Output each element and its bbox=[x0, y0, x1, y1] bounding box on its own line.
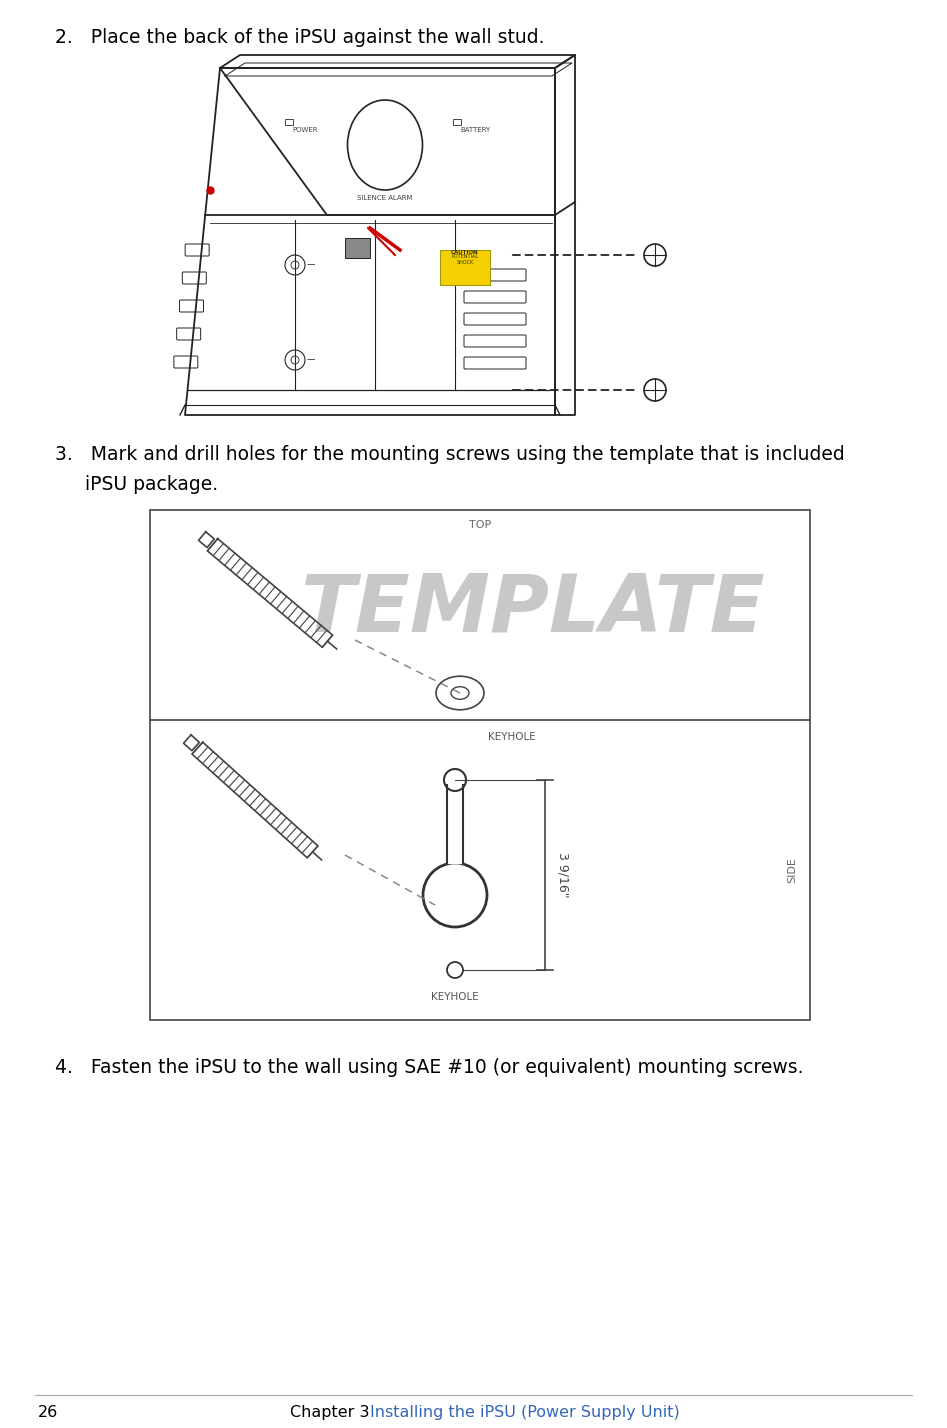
Text: 3 9/16": 3 9/16" bbox=[557, 853, 570, 898]
Text: TOP: TOP bbox=[469, 520, 491, 530]
Bar bbox=[440, 250, 490, 286]
Text: BATTERY: BATTERY bbox=[460, 127, 491, 133]
Text: 4.   Fasten the iPSU to the wall using SAE #10 (or equivalent) mounting screws.: 4. Fasten the iPSU to the wall using SAE… bbox=[55, 1058, 803, 1077]
Bar bbox=[285, 119, 293, 126]
Text: Installing the iPSU (Power Supply Unit): Installing the iPSU (Power Supply Unit) bbox=[370, 1405, 680, 1419]
Text: iPSU package.: iPSU package. bbox=[55, 476, 218, 494]
Text: SIDE: SIDE bbox=[787, 857, 797, 883]
Text: 3.   Mark and drill holes for the mounting screws using the template that is inc: 3. Mark and drill holes for the mounting… bbox=[55, 446, 845, 464]
Text: POWER: POWER bbox=[292, 127, 317, 133]
Bar bbox=[448, 785, 462, 863]
Text: CAUTION: CAUTION bbox=[451, 250, 479, 256]
Text: 2.   Place the back of the iPSU against the wall stud.: 2. Place the back of the iPSU against th… bbox=[55, 29, 545, 47]
Text: —: — bbox=[307, 260, 315, 270]
Text: 26: 26 bbox=[38, 1405, 59, 1419]
Text: SILENCE ALARM: SILENCE ALARM bbox=[357, 196, 413, 201]
Text: POTENTIAL
SHOCK: POTENTIAL SHOCK bbox=[452, 254, 478, 266]
Bar bbox=[345, 238, 370, 258]
Text: KEYHOLE: KEYHOLE bbox=[488, 733, 536, 743]
Text: TEMPLATE: TEMPLATE bbox=[300, 571, 765, 648]
Bar bbox=[150, 510, 810, 1020]
Text: KEYHOLE: KEYHOLE bbox=[431, 992, 479, 1002]
Text: Chapter 3: Chapter 3 bbox=[290, 1405, 380, 1419]
Bar bbox=[453, 119, 461, 126]
Text: —: — bbox=[307, 356, 315, 364]
